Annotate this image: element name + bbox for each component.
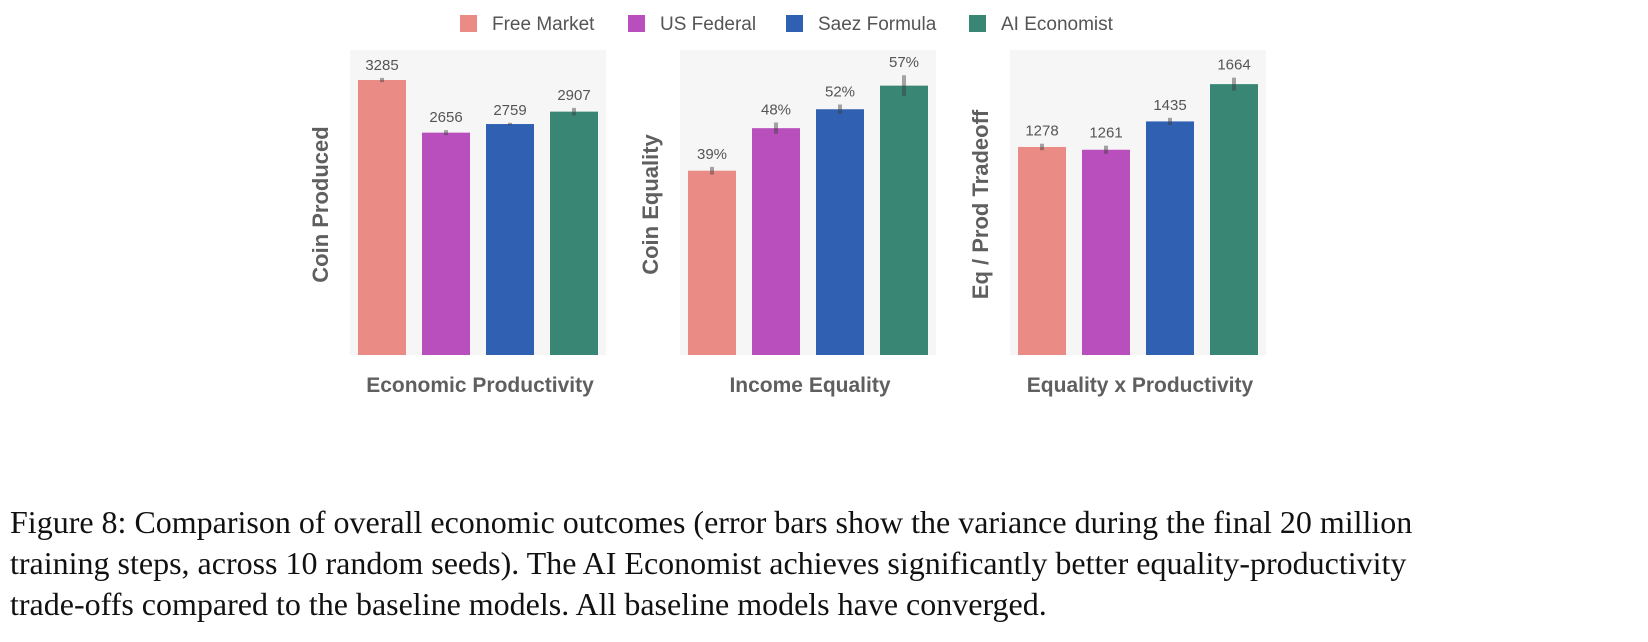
caption-line-2: training steps, across 10 random seeds).… [10,545,1407,581]
bar [550,111,598,355]
bar [422,132,470,355]
legend-item: Free Market [460,14,595,35]
bar-value-label: 2759 [493,102,526,119]
bar [1082,149,1130,355]
x-axis-label: Equality x Productivity [1027,374,1254,397]
legend-label: AI Economist [1001,14,1114,35]
caption-line-3: trade-offs compared to the baseline mode… [10,586,1047,622]
bar [1018,146,1066,355]
y-axis-label: Eq / Prod Tradeoff [968,109,993,299]
bar-value-label: 1278 [1025,123,1058,140]
legend-swatch [969,15,986,32]
x-axis-label: Income Equality [729,374,890,397]
x-axis-label: Economic Productivity [366,374,594,397]
y-axis-label: Coin Equality [638,133,663,274]
chart-panel: 39% 48% 52% 57% Coin Equality Income Equality [638,50,936,397]
legend-item: AI Economist [969,14,1114,35]
charts-container: 3285 2656 2759 2907 Coin Produced Economic Pr… [308,50,1266,397]
bar-value-label: 1435 [1153,97,1186,114]
legend-item: Saez Formula [786,14,937,35]
bar-value-label: 52% [825,84,855,101]
bar-value-label: 3285 [365,57,398,74]
bar [486,124,534,355]
bar [358,79,406,356]
bar-value-label: 1664 [1217,57,1250,74]
y-axis-label: Coin Produced [308,126,333,282]
legend-label: US Federal [660,14,756,35]
bar [816,109,864,356]
legend-label: Saez Formula [818,14,937,35]
bar-value-label: 48% [761,101,791,118]
chart-panel: 3285 2656 2759 2907 Coin Produced Economic Pr… [308,50,606,397]
legend-swatch [460,15,477,32]
bar [752,128,800,355]
bar-value-label: 2656 [429,109,462,126]
legend-swatch [786,15,803,32]
bar [880,85,928,356]
bar [1146,121,1194,356]
chart-panel: 1278 1261 1435 1664 Eq / Prod Tradeoff Equali… [968,50,1266,397]
bar [1210,84,1258,355]
bar-value-label: 39% [697,146,727,163]
caption-line-1: Figure 8: Comparison of overall economic… [10,504,1413,540]
figure-caption: Figure 8: Comparison of overall economic… [10,502,1646,625]
legend-swatch [628,15,645,32]
legend-item: US Federal [628,14,756,35]
legend: Free Market US Federal Saez Formula AI Econ… [460,14,1114,35]
bar-value-label: 1261 [1089,125,1122,142]
legend-label: Free Market [492,14,595,35]
bar-value-label: 57% [889,54,919,71]
bar [688,170,736,355]
bar-value-label: 2907 [557,87,590,104]
